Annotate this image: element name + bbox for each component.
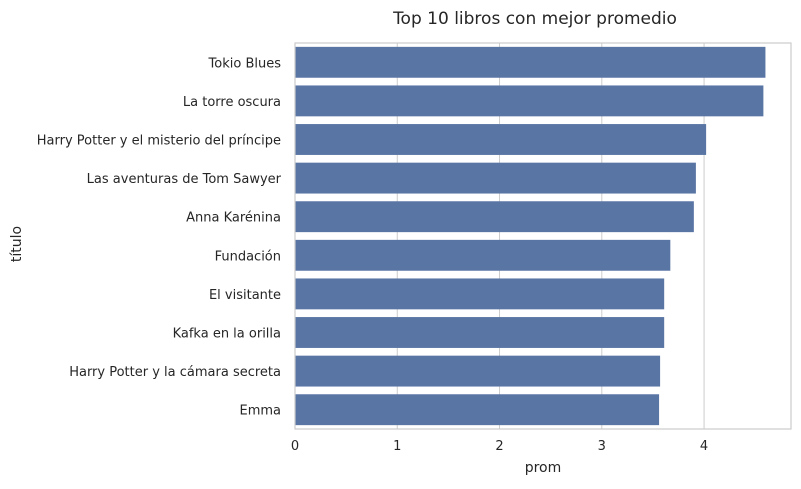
- y-axis-label: título: [9, 226, 25, 262]
- x-tick-label: 2: [495, 439, 503, 454]
- bar: [295, 124, 707, 155]
- bar: [295, 317, 665, 348]
- plot-frame: [294, 42, 792, 430]
- y-tick-label: Las aventuras de Tom Sawyer: [87, 172, 282, 187]
- bar: [295, 239, 671, 271]
- y-tick-label: Fundación: [215, 249, 281, 264]
- x-axis-label: prom: [525, 460, 562, 476]
- bar: [295, 394, 660, 426]
- y-tick-label: La torre oscura: [183, 95, 281, 110]
- bar: [295, 278, 665, 310]
- bar: [295, 162, 696, 194]
- bar: [295, 201, 694, 233]
- bars: [295, 46, 766, 426]
- y-tick-label: Tokio Blues: [208, 56, 282, 71]
- x-tick-label: 3: [598, 439, 606, 454]
- x-tick-labels: 0 1 2 3 4: [291, 439, 708, 454]
- chart-title: Top 10 libros con mejor promedio: [392, 9, 677, 29]
- y-tick-label: Emma: [239, 404, 281, 419]
- y-tick-label: Kafka en la orilla: [173, 327, 281, 342]
- bar: [295, 355, 661, 387]
- bar: [295, 46, 766, 78]
- y-tick-labels: Tokio Blues La torre oscura Harry Potter y…: [37, 56, 282, 418]
- x-tick-label: 1: [393, 439, 401, 454]
- x-tick-label: 0: [291, 439, 299, 454]
- y-tick-label: El visitante: [209, 288, 281, 303]
- y-tick-label: Anna Karénina: [186, 211, 281, 226]
- x-tick-label: 4: [700, 439, 708, 454]
- y-tick-label: Harry Potter y el misterio del príncipe: [37, 134, 281, 149]
- bar: [295, 85, 764, 117]
- y-tick-label: Harry Potter y la cámara secreta: [69, 365, 281, 380]
